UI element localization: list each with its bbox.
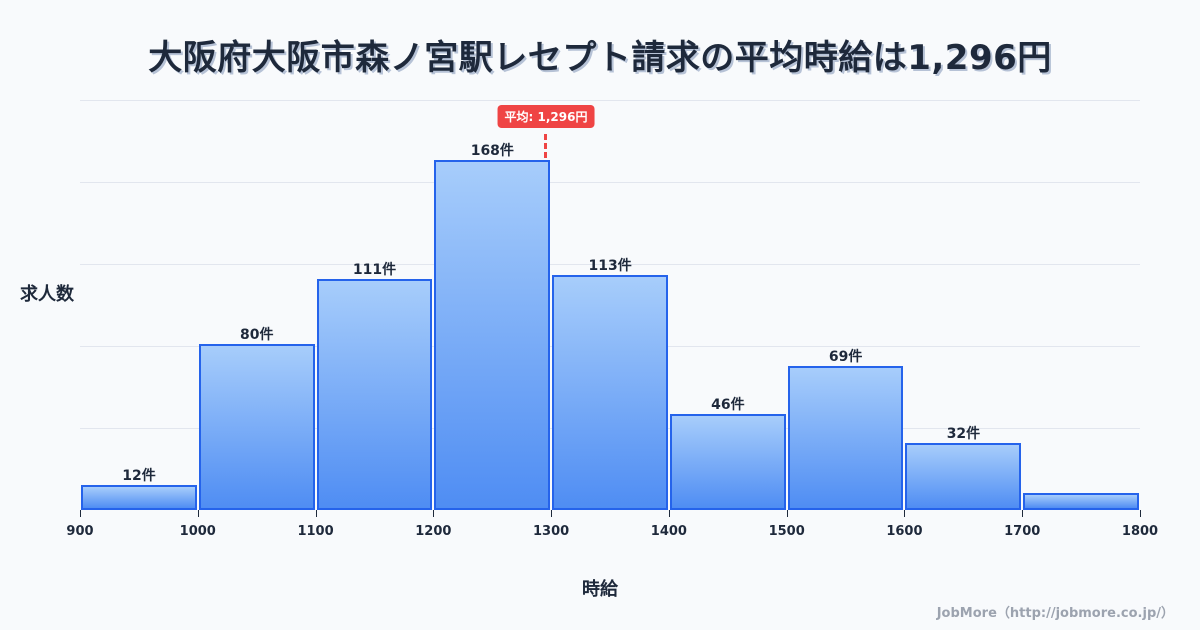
chart-title: 大阪府大阪市森ノ宮駅レセプト請求の平均時給は1,296円 xyxy=(148,38,1052,78)
x-tick xyxy=(433,510,435,517)
x-tick-label: 900 xyxy=(66,524,94,539)
x-tick xyxy=(904,510,906,517)
histogram-bar xyxy=(198,343,315,510)
bar-value-label: 12件 xyxy=(122,468,156,485)
bar-value-label: 32件 xyxy=(946,426,981,443)
bar-value-label: 80件 xyxy=(240,326,274,343)
x-tick xyxy=(668,510,670,517)
gridline xyxy=(80,100,1140,101)
x-tick xyxy=(197,510,199,517)
histogram-bar xyxy=(1023,493,1139,510)
bar-value-label: 168件 xyxy=(470,143,514,160)
bar-value-label: 69件 xyxy=(828,349,863,366)
x-tick-label: 1800 xyxy=(1121,524,1159,539)
x-tick xyxy=(1140,510,1141,517)
x-tick-label: 1000 xyxy=(179,524,216,539)
bar-value-label: 113件 xyxy=(588,257,632,274)
x-tick xyxy=(786,510,788,517)
gridline xyxy=(80,264,1140,265)
gridline xyxy=(80,182,1140,183)
x-axis-label: 時給 xyxy=(582,579,618,600)
x-tick xyxy=(80,510,81,517)
credit-text: JobMore（http://jobmore.co.jp/） xyxy=(936,606,1174,621)
histogram-bar xyxy=(316,279,433,510)
y-axis-label: 求人数 xyxy=(20,284,74,305)
histogram-bar xyxy=(669,414,786,510)
bar-value-label: 111件 xyxy=(352,261,397,278)
x-tick xyxy=(315,510,317,517)
x-tick-label: 1500 xyxy=(768,524,805,539)
x-tick-label: 1400 xyxy=(650,524,687,539)
x-tick-label: 1200 xyxy=(415,524,452,539)
plot-area: 平均: 1,296円 12件 80件 111件 168件 113件 46件 69件 32件 90… xyxy=(66,100,1158,539)
x-tick xyxy=(1022,510,1024,517)
histogram-bar xyxy=(81,485,197,510)
x-tick-label: 1100 xyxy=(297,524,334,539)
bar-value-label: 46件 xyxy=(711,397,745,414)
x-tick-label: 1700 xyxy=(1004,524,1041,539)
x-tick-label: 1600 xyxy=(886,524,923,539)
histogram-bar xyxy=(787,366,904,510)
mean-badge: 平均: 1,296円 xyxy=(497,105,595,128)
x-tick xyxy=(551,510,553,517)
histogram-bar xyxy=(552,274,668,510)
x-tick-label: 1300 xyxy=(533,524,570,539)
histogram-bar xyxy=(434,160,551,510)
histogram-bar xyxy=(905,443,1022,510)
